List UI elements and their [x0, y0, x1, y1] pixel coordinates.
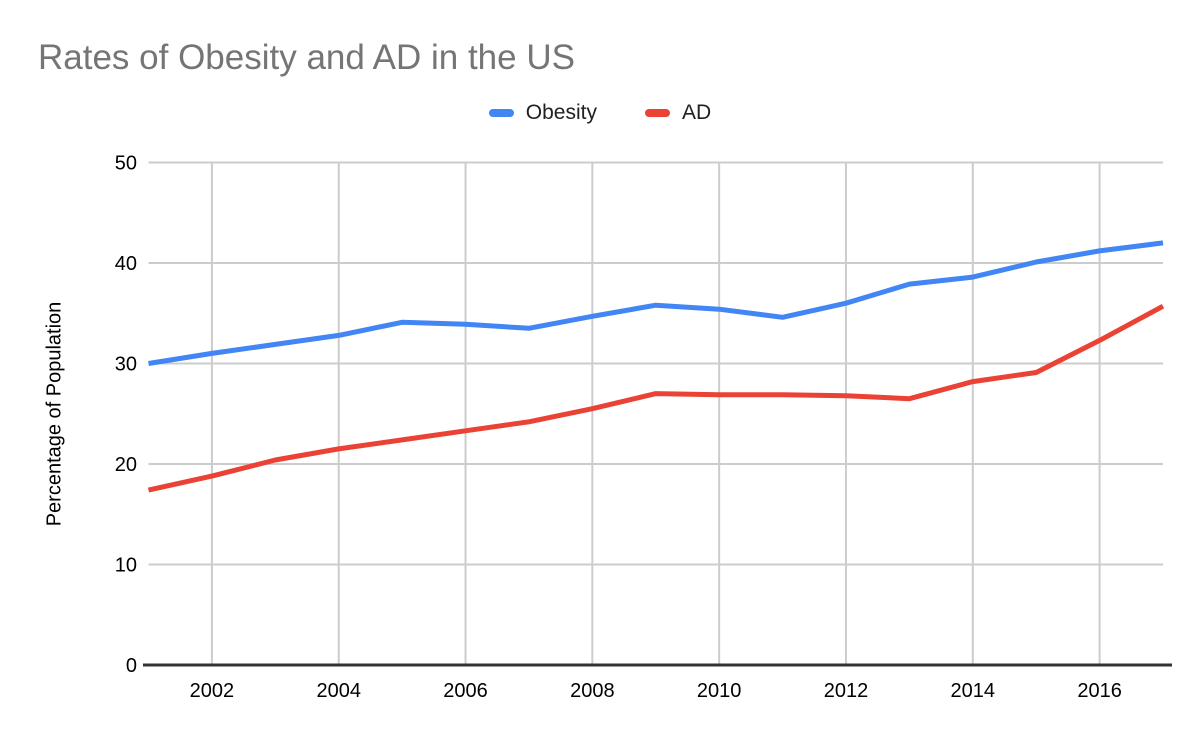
y-tick-label: 10 — [115, 555, 137, 577]
x-tick-label: 2006 — [443, 680, 488, 702]
y-tick-label: 20 — [115, 454, 137, 476]
legend-item-obesity: Obesity — [488, 101, 597, 125]
x-tick-label: 2002 — [190, 680, 235, 702]
y-tick-label: 40 — [115, 253, 137, 275]
legend-item-ad: AD — [645, 101, 711, 125]
x-tick-label: 2014 — [951, 680, 996, 702]
obesity-series-swatch — [488, 109, 514, 117]
y-tick-label: 50 — [115, 153, 137, 175]
series-line-obesity — [148, 240, 1164, 366]
x-tick-label: 2008 — [570, 680, 615, 702]
y-tick-label: 0 — [126, 655, 137, 677]
series-line-ad — [147, 303, 1165, 493]
ad-series-swatch — [645, 109, 670, 117]
x-tick-label: 2010 — [697, 680, 742, 702]
x-tick-label: 2016 — [1077, 680, 1122, 702]
x-tick-label: 2004 — [316, 680, 361, 702]
legend-label-ad: AD — [682, 101, 712, 124]
y-tick-label: 30 — [115, 354, 137, 376]
chart-legend: Obesity AD — [0, 100, 1200, 126]
x-tick-label: 2012 — [824, 680, 869, 702]
chart-title: Rates of Obesity and AD in the US — [38, 38, 575, 77]
legend-label-obesity: Obesity — [525, 101, 597, 124]
